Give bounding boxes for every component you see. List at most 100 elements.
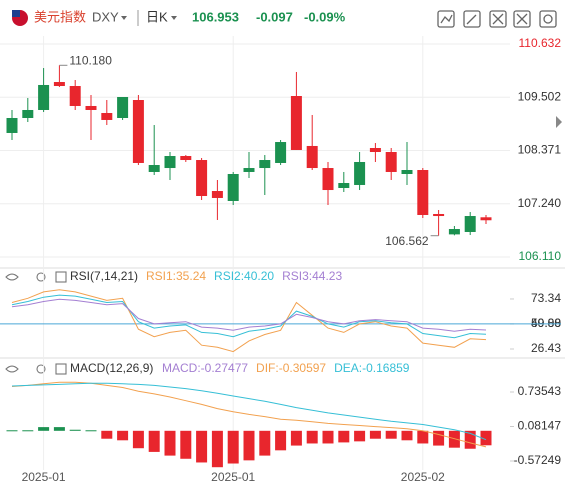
- macd-bar: [322, 430, 334, 444]
- candle-body: [85, 105, 97, 110]
- candle-body: [448, 229, 460, 235]
- macd-bar: [22, 430, 34, 432]
- macd-bar: [275, 430, 287, 451]
- macd-bar: [369, 430, 381, 439]
- macd-bar: [338, 430, 350, 443]
- settings-icon: [543, 14, 553, 24]
- legend-entry: MACD:-0.27477: [162, 361, 248, 375]
- candle-body: [243, 168, 255, 172]
- change-pct: -0.09%: [304, 9, 346, 24]
- macd-bar: [132, 430, 144, 449]
- macd-bar: [211, 430, 223, 468]
- macd-bar: [259, 430, 271, 456]
- macd-bar: [180, 430, 192, 459]
- candle-body: [433, 213, 445, 217]
- macd-bar: [85, 430, 97, 432]
- macd-bar: [69, 429, 81, 431]
- candle-body: [6, 117, 18, 133]
- max-annotation: 110.180: [69, 53, 112, 67]
- gear-icon[interactable]: [36, 272, 46, 282]
- macd-bar: [53, 427, 65, 431]
- eye-icon[interactable]: [5, 273, 19, 281]
- candle-body: [164, 156, 176, 169]
- symbol-name: 美元指数: [34, 9, 86, 24]
- box-icon[interactable]: [55, 271, 67, 283]
- tool-button[interactable]: [489, 10, 507, 28]
- gear-icon[interactable]: [36, 364, 46, 374]
- candle-body: [53, 82, 65, 87]
- candle-body: [22, 109, 34, 118]
- legend-entry: DIF:-0.30597: [256, 361, 326, 375]
- tool-icon: [492, 13, 504, 25]
- macd-bar: [6, 430, 18, 432]
- tool-button[interactable]: [437, 10, 455, 28]
- macd-bar: [227, 430, 239, 464]
- flag-canton: [12, 10, 20, 17]
- candle-body: [211, 191, 223, 198]
- macd-bar: [101, 430, 113, 439]
- macd-bar: [243, 430, 255, 461]
- eye-icon[interactable]: [5, 365, 19, 373]
- macd-bar: [117, 430, 129, 441]
- tool-icon: [516, 13, 528, 25]
- indicator-title: MACD(12,26,9): [70, 361, 153, 375]
- candle-body: [38, 84, 50, 110]
- candle-body: [148, 165, 160, 172]
- price: 106.953: [192, 9, 239, 24]
- candle-body: [227, 174, 239, 201]
- y-tick-label: 0.73543: [518, 384, 562, 398]
- candle-body: [322, 168, 334, 191]
- change: -0.097: [256, 9, 293, 24]
- y-tick-label: 107.240: [518, 196, 562, 210]
- candle-body: [338, 183, 350, 188]
- candle-body: [117, 96, 129, 118]
- macd-bar: [306, 430, 318, 444]
- legend-entry: RSI2:40.20: [214, 269, 274, 283]
- macd-bar: [148, 430, 160, 452]
- macd-bar: [290, 430, 302, 446]
- box-icon[interactable]: [55, 363, 67, 375]
- macd-bar: [164, 430, 176, 456]
- indicator-line: [11, 298, 487, 332]
- candle-body: [132, 100, 144, 163]
- macd-bar: [38, 427, 50, 431]
- y-tick-label: 73.34: [531, 291, 561, 305]
- y-tick-label: 108.371: [518, 143, 562, 157]
- x-tick-label: 2025-01: [22, 470, 66, 484]
- candle-body: [259, 160, 271, 169]
- y-tick-label: 0.08147: [518, 419, 562, 433]
- y-tick-label: 109.502: [518, 89, 562, 103]
- indicator-line: [11, 289, 487, 353]
- x-tick-label: 2025-02: [401, 470, 445, 484]
- tool-button[interactable]: [513, 10, 531, 28]
- candle-body: [101, 113, 113, 120]
- candle-body: [480, 217, 492, 221]
- macd-bar: [464, 430, 476, 449]
- y-tick-label: 26.43: [531, 341, 561, 355]
- indicator-title: RSI(7,14,21): [70, 269, 138, 283]
- legend-entry: DEA:-0.16859: [334, 361, 410, 375]
- candle-body: [306, 145, 318, 169]
- indicator-line: [11, 294, 487, 339]
- tool-icon: [440, 14, 453, 24]
- y-tick-label: 49.88: [531, 316, 561, 330]
- period[interactable]: 日K: [146, 9, 168, 24]
- macd-bar: [480, 430, 492, 446]
- candle-body: [417, 170, 429, 215]
- dropdown-arrow[interactable]: [121, 16, 127, 20]
- y-tick-label: 106.110: [519, 249, 562, 263]
- tool-button[interactable]: [463, 10, 481, 28]
- candle-body: [385, 152, 397, 172]
- collapse-arrow[interactable]: [556, 116, 562, 128]
- min-annotation: 106.562: [385, 234, 429, 248]
- candle-body: [401, 170, 413, 175]
- y-tick-label: 110.632: [519, 36, 562, 50]
- dropdown-arrow[interactable]: [171, 16, 177, 20]
- settings-button[interactable]: [539, 10, 557, 28]
- candle-body: [464, 216, 476, 232]
- indicator-line: [11, 382, 487, 441]
- candle-body: [196, 160, 208, 197]
- y-tick-label: -0.57249: [514, 453, 562, 467]
- macd-bar: [448, 430, 460, 448]
